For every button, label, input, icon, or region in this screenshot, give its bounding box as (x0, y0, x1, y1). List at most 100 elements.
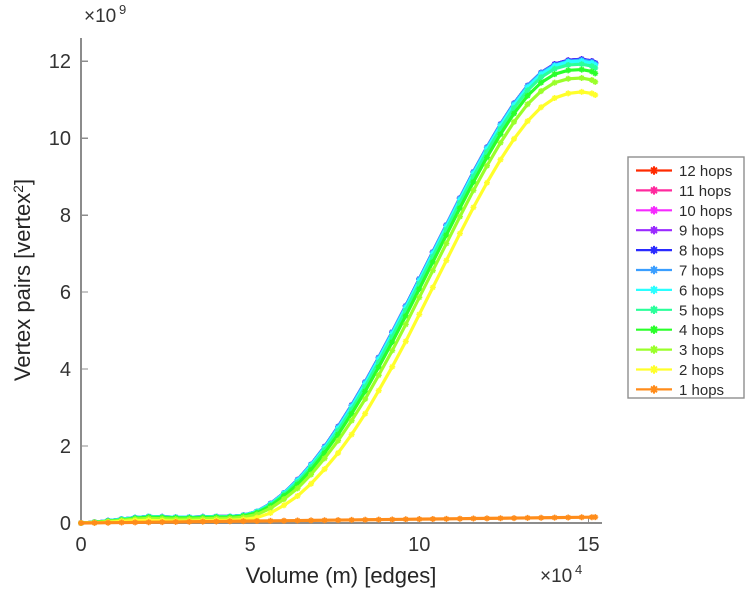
legend-item-label[interactable]: 11 hops (679, 183, 731, 200)
series-marker (335, 437, 342, 444)
series-marker (375, 387, 382, 394)
series-marker (240, 518, 247, 525)
y-tick-label: 4 (60, 359, 71, 381)
series-marker (524, 84, 531, 91)
series-marker (588, 76, 595, 83)
series-marker (592, 78, 599, 85)
legend-item-label[interactable]: 3 hops (679, 342, 724, 359)
series-marker (321, 517, 328, 524)
series-marker (578, 58, 585, 65)
legend-sample-marker (649, 345, 659, 354)
legend-entries: 12 hops 11 hops 10 hops 9 hops 8 hops 7 hops 6… (636, 163, 732, 399)
series-line (79, 90, 597, 525)
series-marker (280, 517, 287, 524)
series-marker (538, 79, 545, 86)
series-marker (389, 333, 396, 340)
y-tick-label: 8 (60, 205, 71, 227)
series-marker (335, 431, 342, 438)
series-marker (470, 178, 477, 185)
series-marker (91, 519, 98, 526)
series-marker (375, 359, 382, 366)
series-marker (483, 162, 490, 169)
series-marker (78, 520, 84, 526)
legend-item-label[interactable]: 12 hops (679, 163, 732, 180)
x-tick-label: 10 (408, 534, 430, 556)
y-axis-ticks: 0 2 4 6 8 10 12 (49, 51, 88, 535)
y-tick-label: 10 (49, 128, 71, 150)
series-marker (551, 79, 558, 86)
series-marker (308, 517, 315, 524)
series-marker (524, 514, 531, 521)
series-marker (389, 347, 396, 354)
legend-item-label[interactable]: 7 hops (679, 263, 724, 280)
series-marker (511, 118, 518, 125)
series-marker (172, 518, 179, 525)
series-line (79, 515, 597, 525)
series-marker (402, 516, 409, 523)
y-axis-title: Vertex pairs [vertex2] (10, 179, 35, 381)
series-marker (456, 213, 463, 220)
series-marker (389, 363, 396, 370)
series-marker (456, 199, 463, 206)
series-marker (321, 449, 328, 456)
legend-sample-marker (649, 245, 659, 255)
legend-item-label[interactable]: 2 hops (679, 362, 724, 379)
series-marker (511, 105, 518, 112)
x-axis-exponent-power: 4 (575, 562, 582, 577)
series-marker (348, 406, 355, 413)
series-marker (578, 514, 585, 521)
series-marker (443, 257, 450, 264)
series-marker (267, 517, 274, 524)
legend-sample-marker (649, 305, 659, 314)
legend-sample-marker (649, 285, 659, 295)
series-marker (375, 516, 382, 523)
series-marker (429, 259, 436, 266)
series-marker (578, 61, 585, 68)
series-marker (511, 135, 518, 142)
series-marker (588, 90, 595, 97)
legend-item-label[interactable]: 9 hops (679, 223, 724, 240)
series-marker (524, 92, 531, 99)
series-marker (402, 338, 409, 345)
series-marker (565, 61, 572, 68)
series-marker (308, 471, 315, 478)
series-marker (551, 514, 558, 521)
legend-item-label[interactable]: 5 hops (679, 302, 724, 319)
series-marker (592, 70, 599, 77)
series-marker (538, 74, 545, 81)
series-marker (280, 496, 287, 503)
series-marker (497, 125, 504, 132)
series-marker (416, 516, 423, 523)
x-tick-label: 5 (245, 534, 256, 556)
legend-item-label[interactable]: 4 hops (679, 322, 724, 339)
series-marker (253, 517, 260, 524)
series-marker (362, 516, 369, 523)
series-marker (105, 519, 112, 526)
series-marker (348, 417, 355, 424)
series-marker (294, 517, 301, 524)
series-marker (565, 67, 572, 74)
series-marker (578, 75, 585, 82)
legend-sample-marker (649, 186, 659, 195)
legend-item-label[interactable]: 1 hops (679, 382, 724, 399)
series-marker (578, 88, 585, 95)
series-marker (470, 204, 477, 211)
legend-item-label[interactable]: 10 hops (679, 203, 732, 220)
series-marker (588, 68, 595, 75)
series-marker (294, 481, 301, 488)
series-marker (118, 519, 125, 526)
series-marker (348, 431, 355, 438)
legend-item-label[interactable]: 8 hops (679, 243, 724, 260)
series-marker (375, 372, 382, 379)
series-marker (592, 65, 599, 72)
series-marker (592, 91, 599, 98)
series-marker (588, 63, 595, 70)
legend-item-label[interactable]: 6 hops (679, 282, 724, 299)
series-marker (362, 410, 369, 417)
series-line (79, 76, 597, 525)
series-marker (335, 517, 342, 524)
series-marker (538, 514, 545, 521)
series-marker (416, 280, 423, 287)
series-marker (280, 502, 287, 509)
